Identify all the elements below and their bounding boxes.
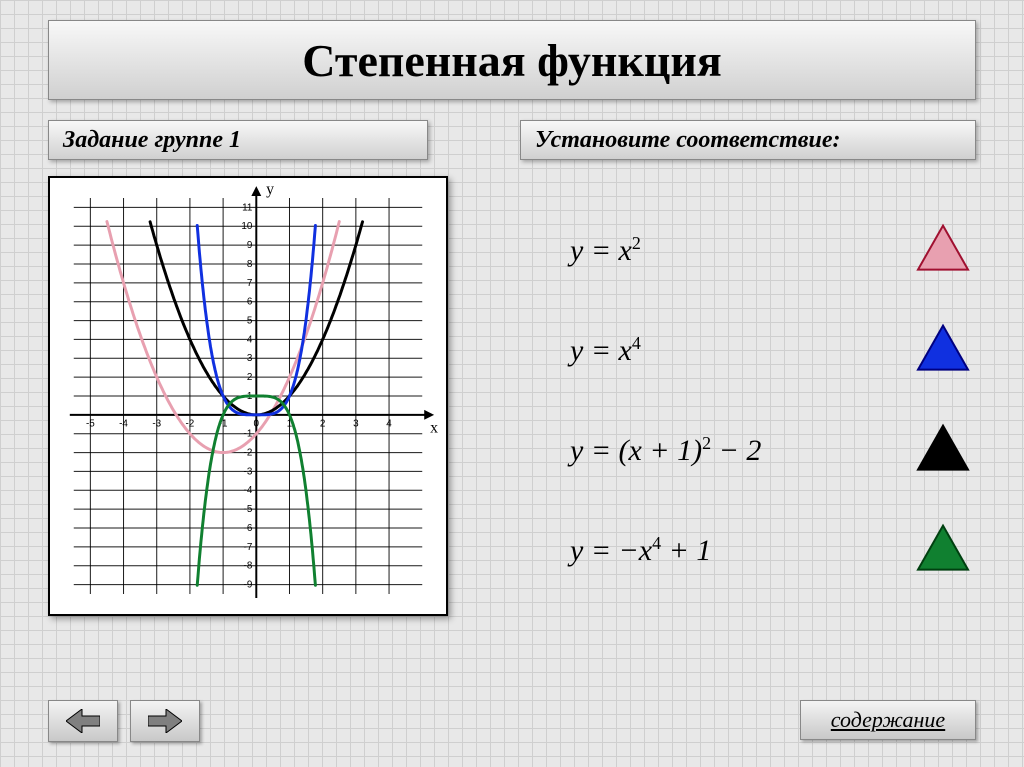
equation-text: y = −x4 + 1 (570, 533, 711, 568)
svg-text:y: y (266, 181, 274, 198)
svg-text:-7: -7 (244, 542, 253, 553)
svg-text:-9: -9 (244, 580, 253, 591)
svg-text:2: 2 (320, 419, 325, 430)
chart-frame: yx-5-4-3-2-101234-9-8-7-6-5-4-3-2-112345… (48, 176, 448, 616)
svg-text:4: 4 (247, 334, 253, 345)
triangle-icon[interactable] (916, 524, 970, 572)
svg-text:4: 4 (386, 419, 392, 430)
svg-text:-6: -6 (244, 523, 253, 534)
svg-text:-2: -2 (244, 448, 253, 459)
title-panel: Степенная функция (48, 20, 976, 100)
equation-text: y = x2 (570, 233, 641, 268)
svg-text:0: 0 (254, 419, 260, 430)
svg-text:8: 8 (247, 259, 253, 270)
page-title: Степенная функция (302, 34, 722, 87)
chart-plot: yx-5-4-3-2-101234-9-8-7-6-5-4-3-2-112345… (50, 178, 446, 614)
svg-text:-5: -5 (86, 419, 95, 430)
equation-row: y = −x4 + 1 (560, 500, 980, 600)
svg-text:2: 2 (247, 372, 253, 383)
equation-row: y = x2 (560, 200, 980, 300)
svg-text:-5: -5 (244, 504, 253, 515)
contents-button[interactable]: содержание (800, 700, 976, 740)
triangle-icon[interactable] (916, 224, 970, 272)
prev-button[interactable] (48, 700, 118, 742)
svg-text:3: 3 (353, 419, 359, 430)
svg-text:-8: -8 (244, 561, 253, 572)
subtitle-right: Установите соответствие: (520, 120, 976, 160)
arrow-right-icon (148, 709, 182, 733)
subtitle-left: Задание группе 1 (48, 120, 428, 160)
svg-text:x: x (430, 420, 438, 437)
svg-text:-4: -4 (119, 419, 128, 430)
next-button[interactable] (130, 700, 200, 742)
svg-text:5: 5 (247, 316, 253, 327)
svg-text:-3: -3 (244, 466, 253, 477)
subtitle-right-text: Установите соответствие: (535, 127, 840, 154)
svg-text:-4: -4 (244, 485, 253, 496)
equation-row: y = (x + 1)2 − 2 (560, 400, 980, 500)
svg-text:7: 7 (247, 278, 253, 289)
svg-text:-3: -3 (152, 419, 161, 430)
arrow-left-icon (66, 709, 100, 733)
svg-text:10: 10 (241, 221, 252, 232)
triangle-icon[interactable] (916, 424, 970, 472)
equations-list: y = x2 y = x4 y = (x + 1)2 − 2 y = −x4 + 1 (560, 200, 980, 600)
triangle-icon[interactable] (916, 324, 970, 372)
equation-text: y = x4 (570, 333, 641, 368)
svg-text:11: 11 (242, 202, 253, 213)
svg-text:6: 6 (247, 297, 253, 308)
equation-text: y = (x + 1)2 − 2 (570, 433, 761, 468)
svg-text:9: 9 (247, 240, 253, 251)
subtitle-left-text: Задание группе 1 (63, 127, 241, 154)
equation-row: y = x4 (560, 300, 980, 400)
contents-label: содержание (831, 707, 945, 733)
svg-text:3: 3 (247, 353, 253, 364)
